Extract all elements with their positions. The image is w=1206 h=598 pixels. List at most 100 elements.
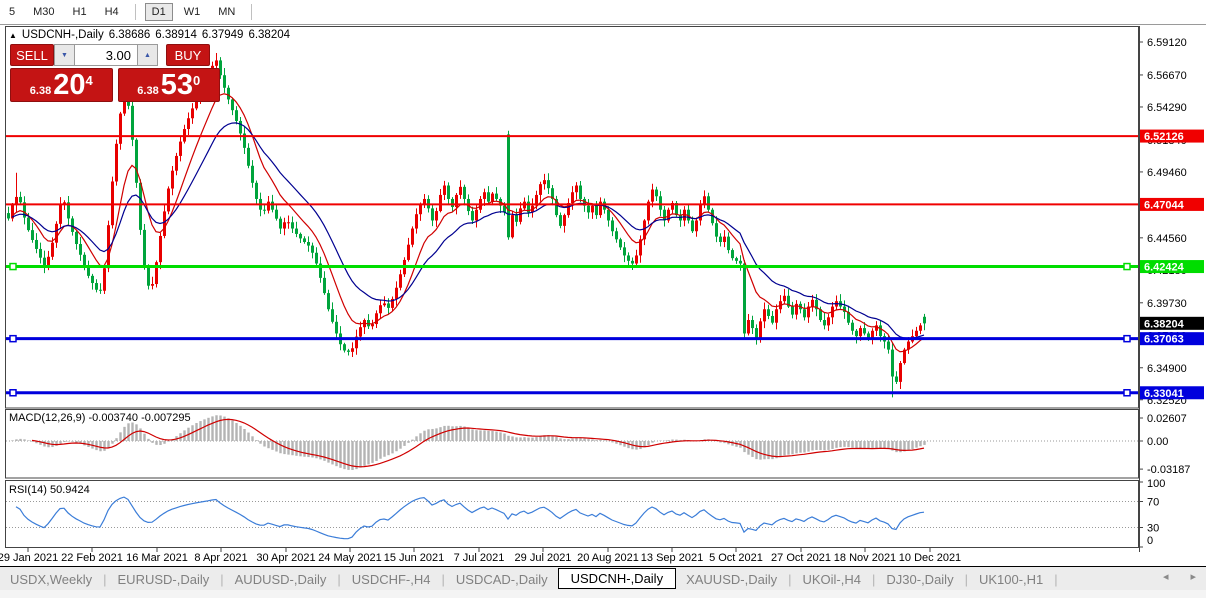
candle-body [435, 211, 438, 221]
candle-body [827, 317, 830, 326]
status-strip [0, 590, 1206, 598]
candle-body [219, 60, 222, 76]
candle-body [11, 205, 14, 219]
candle-body [803, 309, 806, 318]
candle-body [563, 215, 566, 226]
timeframe-button-m30[interactable]: M30 [33, 6, 55, 18]
candle-body [731, 250, 734, 259]
candle-body [147, 265, 150, 286]
candle-body [155, 262, 158, 285]
volume-increase-button[interactable]: ▲ [137, 44, 158, 66]
timeframe-button-mn[interactable]: MN [218, 6, 236, 18]
volume-input[interactable] [75, 44, 137, 66]
timeframe-button-h1[interactable]: H1 [72, 6, 87, 18]
candle-body [79, 244, 82, 255]
candle-body [611, 220, 614, 232]
candle-body [447, 185, 450, 199]
candle-body [415, 214, 418, 229]
sell-price-box[interactable]: 6.38 20 4 [10, 68, 113, 102]
candle-body [255, 182, 258, 199]
chart-tab-uk100-h1[interactable]: UK100-,H1 [978, 571, 1044, 587]
sell-price-point: 4 [85, 73, 93, 88]
candle-body [659, 196, 662, 210]
candle-body [551, 188, 554, 199]
candle-body [703, 196, 706, 205]
candle-body [547, 180, 550, 189]
candle-body [571, 192, 574, 203]
candle-body [331, 309, 334, 322]
chart-tab-usdx-weekly[interactable]: USDX,Weekly [10, 571, 93, 587]
macd-panel [5, 409, 1139, 479]
ohlc-low: 6.37949 [201, 29, 244, 41]
candle-body [539, 184, 542, 195]
candle-body [475, 209, 478, 221]
chart-tab-usdchf-h4[interactable]: USDCHF-,H4 [351, 571, 431, 587]
candle-body [459, 186, 462, 195]
candle-body [431, 208, 434, 221]
chart-tab-xauusd-daily[interactable]: XAUUSD-,Daily [686, 571, 778, 587]
tab-scroll-right-icon[interactable]: ▸ [1190, 571, 1196, 583]
toolbar-separator [134, 4, 136, 20]
candle-body [559, 215, 562, 226]
chart-title: ▲ USDCNH-,Daily 6.38686 6.38914 6.37949 … [9, 29, 290, 41]
candle-body [763, 309, 766, 322]
candle-body [375, 313, 378, 325]
timeframe-button-5[interactable]: 5 [9, 6, 16, 18]
level-handle[interactable] [9, 334, 17, 343]
candle-body [235, 110, 238, 121]
collapse-triangle-icon[interactable]: ▲ [9, 30, 17, 40]
chart-tab-usdcnh-daily[interactable]: USDCNH-,Daily [557, 567, 677, 589]
candle-body [555, 198, 558, 216]
chart-tab-audusd-daily[interactable]: AUDUSD-,Daily [234, 571, 327, 587]
ohlc-high: 6.38914 [155, 29, 197, 41]
level-handle[interactable] [9, 262, 17, 271]
level-handle[interactable] [1123, 389, 1131, 397]
candle-body [119, 113, 122, 144]
candle-body [587, 205, 590, 213]
rsi-indicator-label: RSI(14) 50.9424 [9, 484, 90, 496]
candle-body [91, 275, 94, 284]
candle-body [683, 209, 686, 221]
candle-body [123, 95, 126, 114]
candle-body [135, 139, 138, 183]
tab-scroll-left-icon[interactable]: ◂ [1162, 571, 1169, 583]
level-handle[interactable] [1123, 262, 1131, 271]
candle-body [755, 328, 758, 339]
candle-body [851, 322, 854, 331]
candle-body [283, 222, 286, 229]
chart-symbol-label: USDCNH-,Daily [21, 29, 104, 41]
date-label: 29 Jul 2021 [515, 552, 572, 564]
candle-body [507, 134, 510, 238]
volume-decrease-button[interactable]: ▼ [54, 44, 75, 66]
timeframe-button-w1[interactable]: W1 [183, 6, 201, 18]
level-handle[interactable] [1123, 334, 1131, 343]
chart-tab-dj30-daily[interactable]: DJ30-,Daily [886, 571, 954, 587]
candle-body [379, 305, 382, 314]
buy-price-box[interactable]: 6.38 53 0 [117, 68, 220, 102]
candle-body [359, 327, 362, 337]
candle-body [7, 213, 10, 219]
chart-tab-eurusd-daily[interactable]: EURUSD-,Daily [117, 571, 210, 587]
candle-body [263, 209, 266, 211]
moving-average-21 [11, 122, 925, 339]
rsi-axis-label: 30 [1147, 523, 1159, 535]
chart-tab-ukoil-h4[interactable]: UKOil-,H4 [802, 571, 861, 587]
candle-body [867, 333, 870, 339]
chart-tab-usdcad-daily[interactable]: USDCAD-,Daily [455, 571, 548, 587]
candle-body [791, 306, 794, 315]
date-label: 18 Nov 2021 [834, 552, 896, 564]
level-handle[interactable] [9, 389, 17, 397]
candle-body [535, 194, 538, 206]
candle-body [715, 223, 718, 237]
timeframe-button-d1[interactable]: D1 [144, 3, 173, 21]
candle-body [483, 192, 486, 199]
candle-body [63, 202, 66, 205]
candle-body [735, 258, 738, 261]
candle-body [511, 215, 514, 238]
timeframe-button-h4[interactable]: H4 [104, 6, 119, 18]
sell-button[interactable]: SELL [10, 44, 54, 66]
level-price-badge-text: 6.42424 [1144, 262, 1185, 274]
level-price-badge [1140, 197, 1204, 211]
buy-button[interactable]: BUY [166, 44, 210, 66]
candle-body [27, 217, 30, 231]
